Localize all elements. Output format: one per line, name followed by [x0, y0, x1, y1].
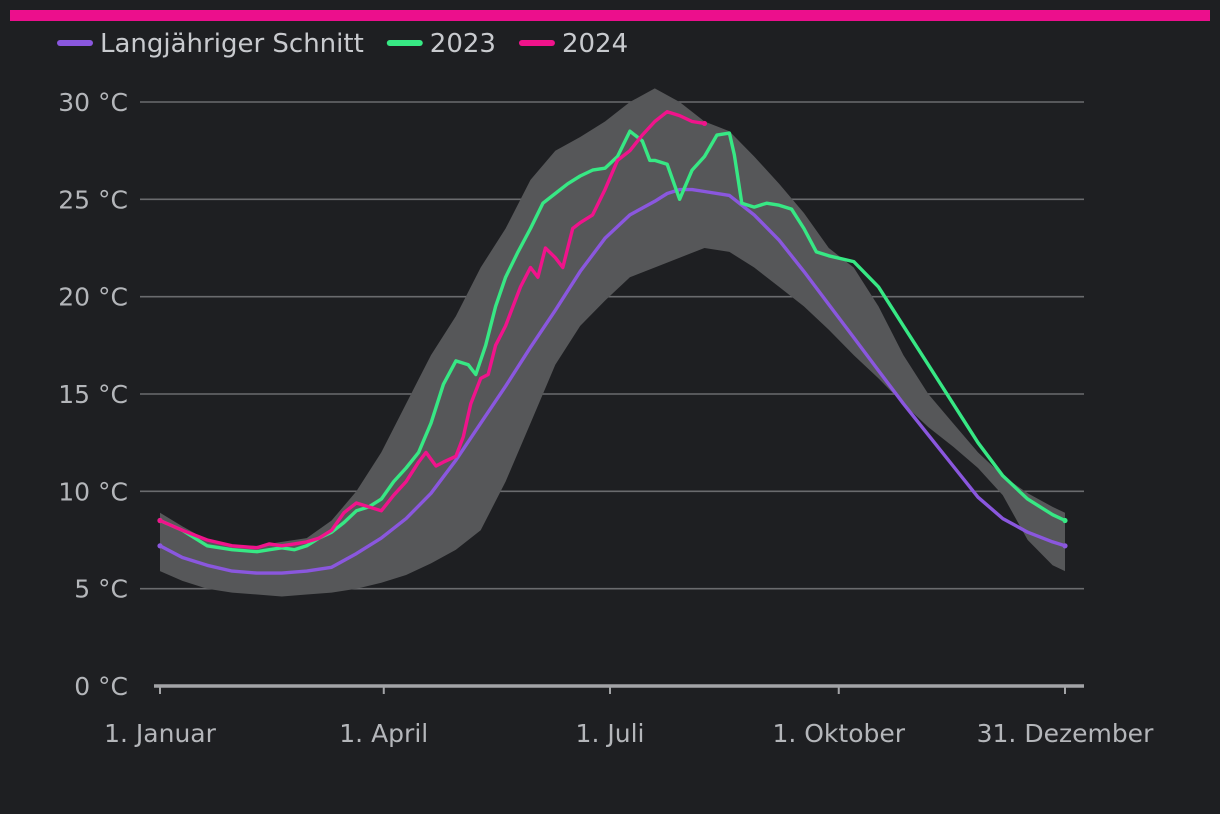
band-area [160, 88, 1065, 597]
y-tick-label: 25 °C [58, 185, 128, 214]
range-band [160, 88, 1065, 597]
y-tick-label: 0 °C [74, 672, 128, 701]
y-tick-label: 20 °C [58, 283, 128, 312]
x-axis: 1. Januar 1. April 1. Juli 1. Oktober 31. De… [104, 684, 1154, 748]
top-accent-bar [10, 10, 1210, 21]
x-tick-label: 1. April [339, 719, 428, 748]
x-tick-label: 1. Juli [576, 719, 645, 748]
legend-label: 2023 [430, 29, 496, 59]
legend-label: Langjähriger Schnitt [100, 29, 364, 59]
y-axis: 0 °C 5 °C 10 °C 15 °C 20 °C 25 °C 30 °C [58, 88, 128, 701]
series-line-0 [158, 187, 1067, 575]
y-tick-label: 10 °C [58, 477, 128, 506]
legend: Langjähriger Schnitt 2023 2024 [57, 29, 628, 59]
series-end-point [701, 120, 708, 127]
y-tick-label: 30 °C [58, 88, 128, 117]
y-tick-label: 5 °C [74, 575, 128, 604]
legend-label: 2024 [562, 29, 628, 59]
series-end-point [1062, 543, 1068, 549]
series-line-2 [158, 109, 707, 550]
series-start-point [157, 543, 163, 549]
y-tick-label: 15 °C [58, 380, 128, 409]
series-lines [157, 109, 1068, 575]
x-tick-label: 31. Dezember [977, 719, 1154, 748]
series-start-point [157, 517, 163, 524]
x-tick-label: 1. Januar [104, 719, 217, 748]
x-tick-label: 1. Oktober [772, 719, 905, 748]
series-end-point [1062, 517, 1068, 524]
